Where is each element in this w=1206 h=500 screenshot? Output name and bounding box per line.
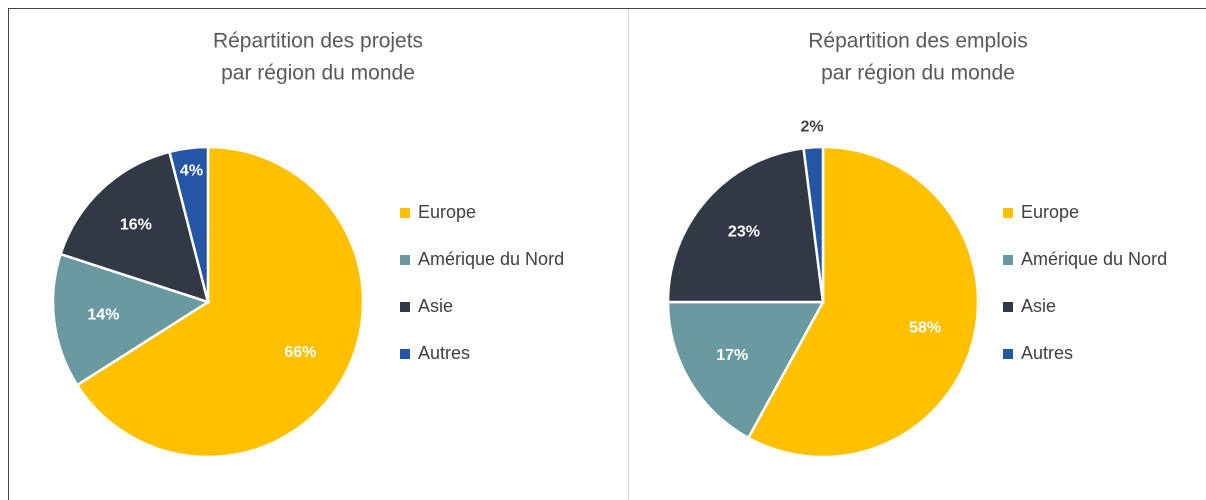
legend-label: Autres	[418, 343, 470, 363]
legend-swatch	[400, 302, 410, 312]
data-label: 4%	[180, 163, 203, 180]
data-label: 2%	[800, 118, 823, 135]
legend-swatch	[1003, 255, 1013, 265]
legend-label: Autres	[1021, 343, 1073, 363]
data-label: 17%	[716, 347, 748, 364]
legend-swatch	[1003, 302, 1013, 312]
data-label: 16%	[120, 216, 152, 233]
legend-label: Amérique du Nord	[1021, 249, 1167, 269]
data-label: 66%	[284, 344, 316, 361]
pie-slice	[167, 145, 210, 303]
legend-label: Asie	[418, 296, 453, 316]
legend-swatch	[1003, 208, 1013, 218]
pie-slice	[666, 146, 825, 304]
data-label: 14%	[87, 306, 119, 323]
legend-swatch	[400, 208, 410, 218]
data-label: 23%	[728, 224, 760, 241]
legend-label: Amérique du Nord	[418, 249, 564, 269]
legend-label: Asie	[1021, 296, 1056, 316]
legend-label: Europe	[418, 202, 476, 222]
chart-title: par région du monde	[221, 62, 415, 85]
pie-slice	[746, 145, 980, 459]
pie-slice	[75, 145, 365, 459]
legend-swatch	[1003, 349, 1013, 359]
legend-label: Europe	[1021, 202, 1079, 222]
chart-title: Répartition des projets	[213, 30, 423, 53]
chart-title: par région du monde	[821, 62, 1015, 85]
pie-slice	[51, 252, 211, 387]
pie-slice	[802, 145, 825, 303]
legend-swatch	[400, 255, 410, 265]
pie-slice	[666, 300, 826, 440]
chart-title: Répartition des emplois	[808, 30, 1027, 53]
pie-slice	[59, 150, 210, 304]
legend-swatch	[400, 349, 410, 359]
data-label: 58%	[909, 319, 941, 336]
